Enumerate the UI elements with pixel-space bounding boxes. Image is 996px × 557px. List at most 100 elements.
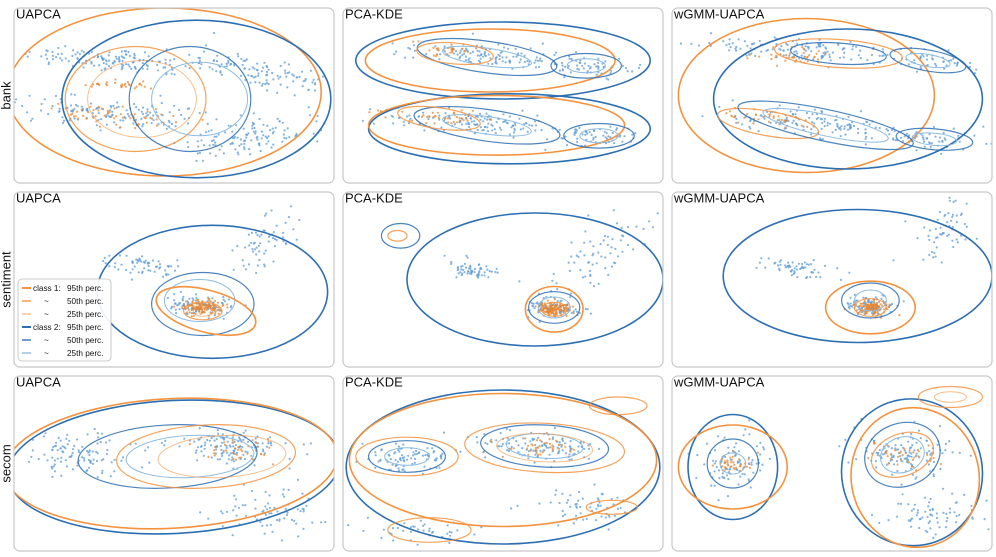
point-class2 — [536, 59, 540, 62]
point-class2 — [199, 445, 203, 448]
point-class2 — [76, 438, 79, 441]
point-class2 — [473, 267, 476, 271]
point-class2 — [568, 453, 571, 456]
point-class1 — [207, 455, 210, 458]
point-class2 — [232, 268, 235, 271]
point-class2 — [74, 53, 77, 56]
point-class2 — [270, 209, 273, 212]
point-class1 — [721, 465, 724, 468]
point-class1 — [555, 312, 558, 315]
point-class2 — [928, 520, 932, 523]
point-class2 — [227, 61, 230, 64]
point-class2 — [293, 519, 296, 523]
point-class2 — [258, 81, 261, 84]
point-class1 — [874, 308, 877, 311]
point-class2 — [402, 120, 405, 123]
point-class2 — [929, 513, 932, 516]
point-class2 — [71, 451, 74, 455]
point-class2 — [304, 79, 307, 82]
point-class1 — [466, 50, 469, 53]
point-class2 — [167, 273, 170, 276]
contour-class1-level0 — [677, 424, 788, 510]
point-class2 — [735, 117, 738, 120]
point-class2 — [111, 110, 114, 113]
point-class1 — [806, 60, 809, 63]
point-class2 — [604, 516, 607, 519]
point-class2 — [253, 126, 256, 130]
point-class1 — [411, 119, 414, 122]
point-class2 — [956, 241, 960, 244]
point-class2 — [560, 299, 563, 302]
legend: class 1: 95th perc.~ 50th perc.~ 25th perc.… — [17, 278, 112, 362]
point-class2 — [220, 510, 223, 513]
point-class2 — [942, 60, 945, 63]
point-class2 — [777, 264, 780, 267]
point-class1 — [231, 451, 234, 455]
point-class2 — [750, 463, 753, 466]
point-class2 — [261, 130, 264, 133]
point-class2 — [568, 458, 571, 461]
contour-class2-level0 — [687, 413, 779, 521]
point-class2 — [61, 450, 64, 453]
point-class1 — [50, 107, 53, 110]
point-class2 — [603, 235, 607, 238]
point-class2 — [250, 139, 253, 142]
point-class2 — [96, 452, 99, 455]
point-class2 — [110, 461, 113, 464]
point-class2 — [440, 126, 443, 129]
point-class2 — [465, 266, 468, 269]
point-class2 — [93, 64, 96, 67]
point-class2 — [938, 210, 942, 214]
point-class2 — [891, 302, 894, 306]
contour-class2-level1 — [789, 41, 887, 66]
point-class1 — [884, 451, 887, 454]
panel-title: PCA-KDE — [345, 375, 403, 390]
point-class2 — [569, 494, 572, 497]
point-class1 — [549, 446, 552, 449]
point-class2 — [198, 438, 201, 441]
point-class2 — [925, 439, 928, 442]
point-class2 — [301, 492, 304, 495]
point-class1 — [562, 306, 565, 309]
contour-class1-level1 — [64, 45, 207, 153]
point-class2 — [793, 267, 796, 270]
point-class2 — [491, 124, 494, 127]
point-class2 — [52, 465, 55, 468]
point-class2 — [558, 501, 561, 505]
point-class2 — [374, 466, 377, 469]
point-class1 — [113, 81, 117, 84]
point-class1 — [239, 448, 243, 451]
point-class2 — [432, 451, 435, 454]
point-class1 — [225, 449, 228, 452]
point-class2 — [51, 104, 54, 108]
point-class2 — [612, 209, 615, 212]
contour-class1-level1 — [853, 298, 888, 317]
point-class2 — [140, 260, 143, 263]
point-class2 — [485, 265, 488, 268]
point-class1 — [444, 116, 447, 120]
point-class2 — [842, 56, 845, 59]
point-class1 — [143, 85, 146, 88]
point-class2 — [592, 138, 595, 141]
point-class2 — [484, 125, 487, 128]
point-class2 — [495, 121, 498, 124]
point-class2 — [258, 117, 261, 121]
point-class2 — [276, 91, 279, 94]
point-class2 — [728, 43, 731, 46]
point-class2 — [339, 467, 341, 469]
point-class2 — [170, 305, 174, 308]
point-class2 — [80, 105, 83, 108]
point-class2 — [561, 509, 564, 513]
point-class1 — [899, 459, 903, 462]
point-class1 — [200, 306, 203, 309]
point-class2 — [450, 260, 453, 264]
point-class2 — [892, 454, 895, 457]
point-class2 — [247, 440, 250, 443]
point-class2 — [413, 453, 417, 456]
point-class2 — [566, 499, 570, 502]
point-class2 — [407, 46, 410, 49]
point-class1 — [784, 59, 787, 62]
point-class2 — [231, 456, 234, 459]
point-class2 — [619, 506, 622, 509]
point-class2 — [222, 317, 225, 320]
